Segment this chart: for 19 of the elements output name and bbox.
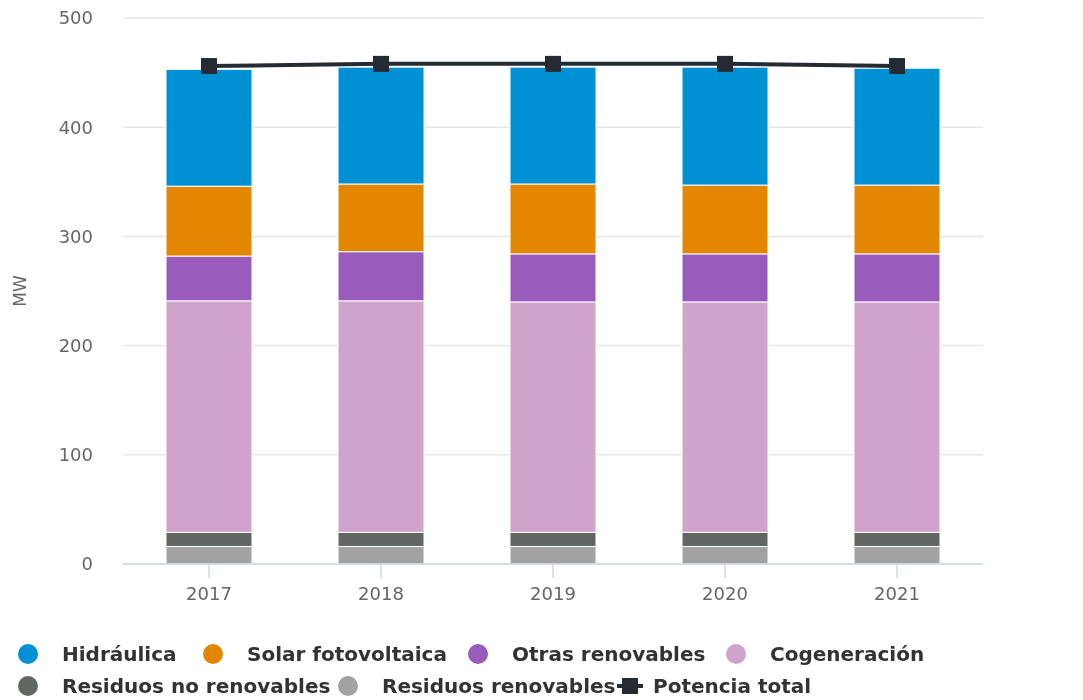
legend-label: Solar fotovoltaica (247, 642, 447, 666)
legend-label: Hidráulica (62, 642, 177, 666)
y-axis-title: MW (10, 275, 30, 307)
legend-label: Cogeneración (770, 642, 925, 666)
y-tick-label: 0 (81, 553, 93, 575)
y-tick-label: 400 (58, 116, 93, 138)
x-tick-label: 2019 (530, 583, 576, 604)
y-tick-label: 100 (58, 444, 93, 466)
y-tick-label: 200 (58, 334, 93, 356)
legend-label: Otras renovables (512, 642, 706, 666)
x-tick-label: 2018 (358, 583, 404, 604)
legend-label: Residuos renovables (382, 674, 616, 698)
legend-label: Potencia total (653, 674, 812, 698)
y-tick-label: 500 (58, 7, 93, 29)
x-tick-label: 2020 (702, 583, 748, 604)
y-tick-label: 300 (58, 225, 93, 247)
x-tick-label: 2021 (874, 583, 920, 604)
x-tick-label: 2017 (186, 583, 232, 604)
legend-label: Residuos no renovables (62, 674, 331, 698)
